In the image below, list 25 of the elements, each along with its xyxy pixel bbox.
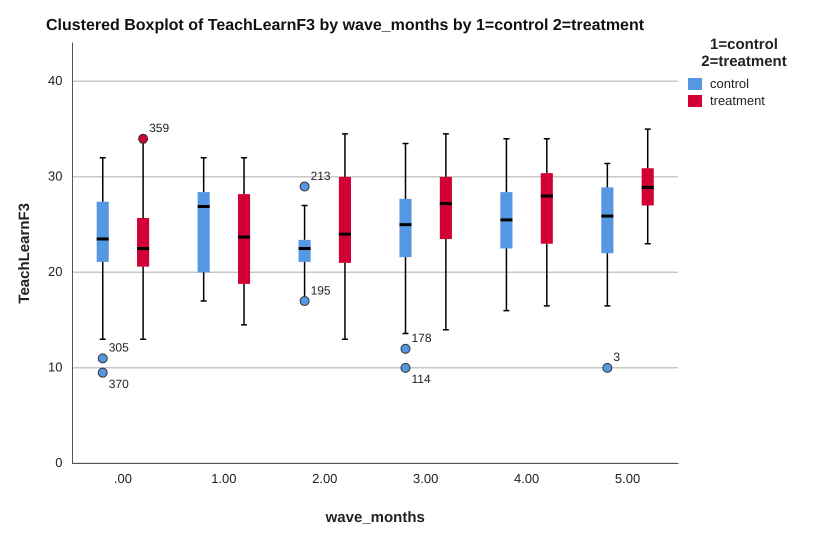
legend-title: 1=control 2=treatment <box>700 36 788 70</box>
annotation: 3 <box>613 350 620 364</box>
chart-title: Clustered Boxplot of TeachLearnF3 by wave_months by 1=control 2=treatment <box>46 17 645 34</box>
y-tick-label: 40 <box>48 72 62 88</box>
legend-label: control <box>710 76 750 91</box>
y-axis-title: TeachLearnF3 <box>16 203 34 304</box>
x-tick-label: .00 <box>114 470 132 486</box>
annotation: 178 <box>412 331 432 346</box>
x-tick-label: 5.00 <box>614 470 640 486</box>
x-tick-label: 3.00 <box>413 470 438 486</box>
annotation: 213 <box>310 168 331 183</box>
y-tick-label: 30 <box>48 168 62 184</box>
y-tick-label: 10 <box>48 359 62 374</box>
y-tick-label: 0 <box>55 454 62 470</box>
x-tick-label: 1.00 <box>211 470 236 486</box>
x-axis-title: wave_months <box>324 509 425 526</box>
x-tick-label: 4.00 <box>514 470 540 486</box>
annotation: 359 <box>149 121 170 136</box>
y-tick-label: 20 <box>48 264 62 279</box>
x-tick-label: 2.00 <box>312 470 338 486</box>
annotation: 305 <box>108 340 130 355</box>
annotation: 114 <box>412 372 431 386</box>
annotation: 370 <box>108 376 130 391</box>
legend-label: treatment <box>710 93 765 108</box>
annotation: 195 <box>310 283 331 298</box>
